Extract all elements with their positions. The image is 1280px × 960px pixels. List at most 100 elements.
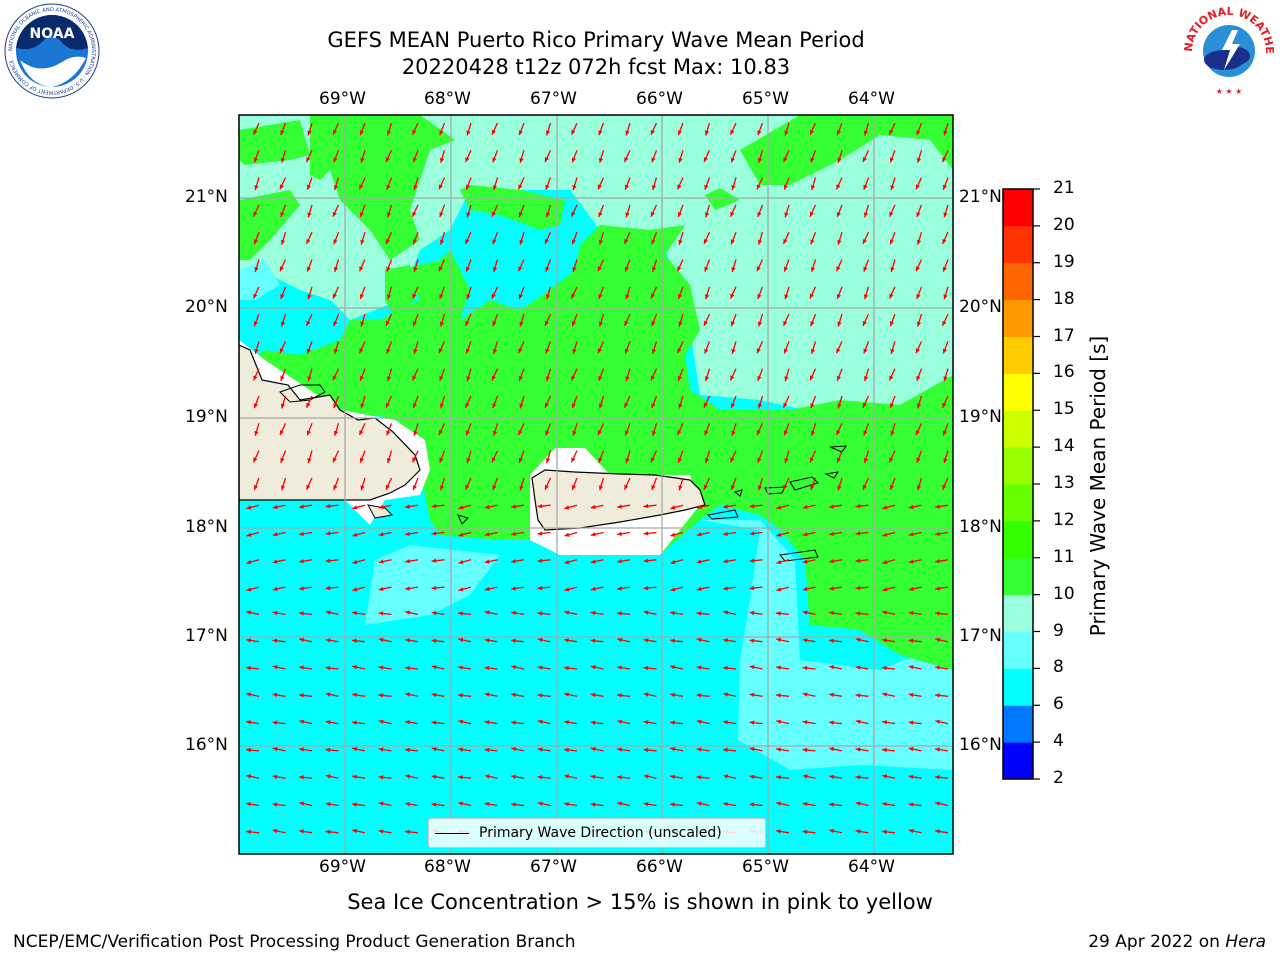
wave-arrow-head [908,747,914,752]
wave-arrow-head [537,503,543,509]
wave-arrow-head [465,157,470,163]
wave-arrow-head [253,321,258,327]
wave-arrow-head [299,504,304,509]
wave-arrow-head [465,348,470,354]
wave-arrow-head [412,485,417,490]
wave-arrow-head [571,211,576,217]
colorbar-segment [1003,484,1033,522]
wave-arrow-head [511,531,516,536]
wave-arrow-head [915,184,920,190]
wave-arrow-head [749,558,755,563]
wave-arrow-head [299,775,304,780]
wave-arrow-head [802,692,808,697]
wave-arrow-head [756,184,761,190]
wave-arrow-head [511,586,516,591]
wave-arrow-head [466,294,471,300]
wave-arrow-head [431,585,437,591]
wave-arrow-head [378,693,384,698]
wave-arrow-head [359,212,364,217]
wave-arrow-head [837,485,842,491]
wave-arrow-head [756,430,761,436]
wave-arrow-head [572,185,577,190]
wave-arrow-head [378,559,384,564]
wave-arrow-head [915,348,920,354]
wave-arrow-head [465,266,470,272]
wave-arrow-head [935,559,940,564]
wave-arrow-head [829,802,834,807]
wave-arrow-head [413,185,418,190]
wave-arrow-head [458,505,464,510]
wave-arrow-head [730,157,735,163]
wave-arrow-head [491,211,496,217]
wave-arrow-head [617,693,622,698]
wave-arrow-head [617,747,622,752]
wave-arrow-head [564,665,569,671]
wave-arrow-head [439,130,444,136]
lon-label-66w-bottom: 66°W [636,857,683,877]
wave-arrow-head [572,348,577,354]
wave-arrow-head [492,430,498,436]
wave-arrow-head [484,586,490,591]
wave-arrow-head [253,457,258,463]
wave-arrow-head [723,720,728,725]
wave-arrow-head [405,586,410,591]
wave-arrow-head [332,457,337,463]
wave-arrow-head [519,485,524,491]
wave-arrow-head [809,211,814,217]
wave-arrow-head [325,747,331,753]
wave-arrow-head [272,638,278,643]
wave-arrow-head [359,184,364,190]
wave-arrow-head [908,504,914,510]
colorbar-segment [1003,299,1033,337]
wave-arrow-head [307,130,312,136]
wave-arrow-head [855,531,861,536]
wave-arrow-head [617,637,623,643]
wave-arrow-head [484,559,490,564]
wave-arrow-head [412,293,417,299]
wave-arrow-head [730,293,735,299]
wave-arrow-head [809,129,814,135]
wave-arrow-head [678,485,683,491]
wave-arrow-head [571,403,576,409]
sea-ice-note: Sea Ice Concentration > 15% is shown in … [347,890,933,914]
colorbar-tick-label: 18 [1053,288,1075,309]
wave-arrow-head [862,484,867,490]
wave-arrow-head [651,403,656,409]
wave-arrow-head [333,485,338,490]
wave-arrow-head [564,720,569,725]
wave-arrow-head [703,484,708,490]
wave-arrow-head [405,610,411,615]
wave-arrow-head [783,239,788,244]
wave-arrow-head [519,321,524,327]
wave-arrow-head [829,586,834,591]
wave-arrow-head [730,129,735,135]
wave-arrow-head [378,586,384,591]
wave-arrow-head [643,585,649,591]
wave-arrow-head [836,294,841,299]
wave-arrow-head [352,559,358,565]
wave-arrow-head [458,611,463,616]
wave-arrow-head [597,184,602,190]
wave-arrow-head [590,665,596,670]
wave-arrow-head [465,484,470,490]
wave-arrow-head [511,802,516,807]
wave-arrow-head [890,348,895,354]
wave-arrow-head [272,802,278,807]
wave-arrow-head [405,638,410,643]
wave-arrow-head [624,484,629,490]
wave-arrow-head [352,720,357,725]
wave-arrow-head [943,458,948,463]
wave-arrow-head [908,720,914,725]
wave-arrow-head [677,430,682,436]
wave-arrow-head [518,266,523,272]
wave-arrow-head [352,828,358,834]
wave-arrow-head [731,430,736,436]
wave-arrow-head [889,211,894,217]
wave-arrow-head [431,692,437,698]
wave-arrow-head [829,531,834,536]
wave-arrow-head [537,637,543,643]
wave-arrow-head [571,375,576,381]
wave-arrow-head [942,348,947,354]
wave-arrow-head [703,402,708,408]
wave-arrow-head [882,665,887,671]
